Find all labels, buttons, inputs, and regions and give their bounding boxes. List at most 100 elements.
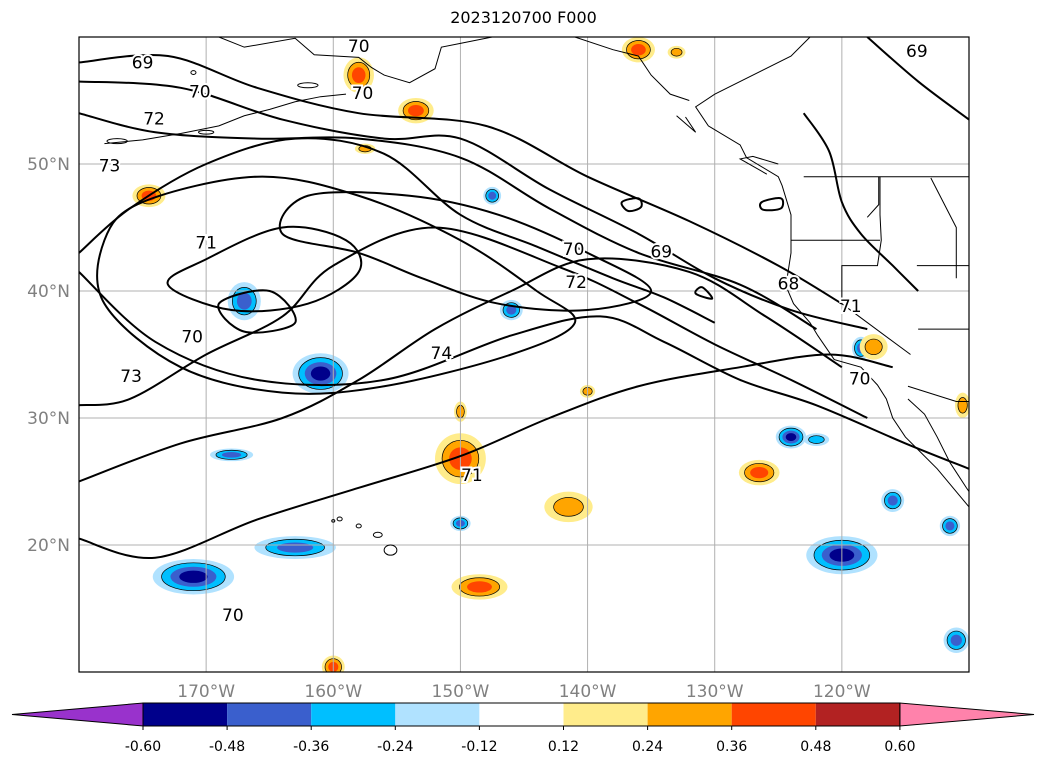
- contour-label: 70: [563, 240, 585, 260]
- lon-label: 120°W: [813, 682, 871, 702]
- colorbar-segment: [311, 703, 396, 726]
- anomaly-patch: [785, 433, 797, 442]
- coastline: [866, 176, 880, 218]
- contour-label: 74: [431, 344, 453, 364]
- contour-line: [166, 225, 363, 313]
- contour-label: 71: [195, 234, 217, 254]
- anomaly-patch: [221, 452, 242, 458]
- contour-label: 69: [906, 42, 928, 62]
- colorbar-segment: [563, 703, 648, 726]
- island: [106, 138, 128, 145]
- lat-label: 20°N: [27, 536, 70, 556]
- contour-label: 73: [120, 367, 142, 387]
- colorbar-extend-low: [11, 702, 144, 727]
- colorbar-tick-label: 0.24: [632, 739, 663, 755]
- contour-label: 69: [650, 243, 672, 263]
- coastline: [930, 177, 957, 279]
- anomaly-patch: [631, 44, 646, 56]
- colorbar-segment: [815, 703, 900, 726]
- coastline: [738, 155, 779, 175]
- colorbar-tick-label: -0.36: [293, 739, 329, 755]
- lat-label: 30°N: [27, 409, 70, 429]
- anomaly-patch: [277, 542, 314, 553]
- anomaly-patch: [488, 191, 497, 200]
- anomaly-patch: [808, 435, 825, 444]
- contour-label: 73: [99, 156, 121, 176]
- colorbar-tick-label: 0.48: [800, 739, 831, 755]
- contour-line: [79, 137, 716, 324]
- island: [297, 82, 319, 89]
- contour-label: 70: [222, 606, 244, 626]
- contour-line: [79, 353, 893, 560]
- coastline: [676, 115, 697, 133]
- anomaly-patch: [864, 338, 883, 356]
- coastline: [907, 385, 969, 402]
- lat-label: 40°N: [27, 282, 70, 302]
- contour-line: [759, 197, 785, 212]
- contour-labels-layer: 69 70 70 70 72 73 71 70 73 74 70 72 69 68 71 70 69 71 70: [97, 35, 930, 628]
- contour-label: 69: [132, 53, 154, 73]
- contour-line: [217, 289, 297, 334]
- coastline: [694, 37, 969, 508]
- anomaly-patch: [750, 466, 769, 479]
- contour-label: 72: [143, 109, 165, 129]
- colorbar-segment: [731, 703, 816, 726]
- lon-label: 170°W: [177, 682, 235, 702]
- contour-line: [79, 53, 843, 305]
- colorbar: -0.60 -0.48 -0.36 -0.24 -0.12 0.12 0.24 0.36 0.4…: [11, 702, 1035, 755]
- coastline: [218, 37, 493, 84]
- island: [355, 523, 362, 529]
- anomaly-patch: [310, 366, 331, 381]
- colorbar-segment: [395, 703, 480, 726]
- contour-label: 70: [348, 37, 370, 57]
- contour-label: 68: [778, 274, 800, 294]
- contour-line: [79, 80, 868, 331]
- contour-line: [802, 112, 919, 292]
- colorbar-segment: [227, 703, 312, 726]
- anomaly-patch: [351, 67, 366, 84]
- contour-line: [694, 286, 714, 300]
- contour-line: [79, 112, 817, 330]
- anomaly-patch: [887, 495, 898, 506]
- lon-label: 160°W: [304, 682, 362, 702]
- axis-labels: 50°N 40°N 30°N 20°N 170°W 160°W 150°W 140°W 130°…: [27, 155, 871, 702]
- anomaly-patch: [670, 47, 683, 57]
- island: [383, 544, 398, 556]
- coastline: [841, 176, 911, 355]
- island: [336, 516, 343, 522]
- island: [190, 70, 197, 75]
- lon-label: 140°W: [559, 682, 617, 702]
- contour-line: [866, 37, 969, 121]
- island: [198, 129, 215, 135]
- contour-lines-layer: [79, 37, 969, 560]
- contour-line: [620, 197, 643, 213]
- contour-line: [96, 175, 577, 395]
- contour-label: 70: [352, 84, 374, 104]
- anomaly-patch: [467, 581, 492, 593]
- lon-label: 150°W: [432, 682, 490, 702]
- anomaly-patch: [945, 521, 955, 531]
- contour-label: 70: [849, 370, 871, 390]
- colorbar-tick-label: -0.12: [461, 739, 497, 755]
- contour-label: 70: [181, 328, 203, 348]
- anomaly-patch: [408, 105, 424, 117]
- contour-label: 71: [840, 297, 862, 317]
- anomaly-patch: [179, 570, 208, 583]
- chart-title: 2023120700 F000: [450, 8, 597, 27]
- colorbar-frame: [142, 702, 901, 727]
- lon-label: 130°W: [686, 682, 744, 702]
- coastline: [574, 37, 690, 101]
- contour-line: [278, 191, 653, 312]
- lat-label: 50°N: [27, 155, 70, 175]
- anomaly-patch: [506, 305, 517, 315]
- contour-label: 70: [189, 83, 211, 103]
- contour-line: [79, 226, 868, 419]
- island: [331, 519, 336, 523]
- anomaly-patch: [553, 497, 584, 517]
- colorbar-tick-label: -0.24: [377, 739, 413, 755]
- map-frame: [78, 36, 970, 673]
- colorbar-tick-label: 0.36: [716, 739, 747, 755]
- colorbar-tick-label: -0.60: [125, 739, 161, 755]
